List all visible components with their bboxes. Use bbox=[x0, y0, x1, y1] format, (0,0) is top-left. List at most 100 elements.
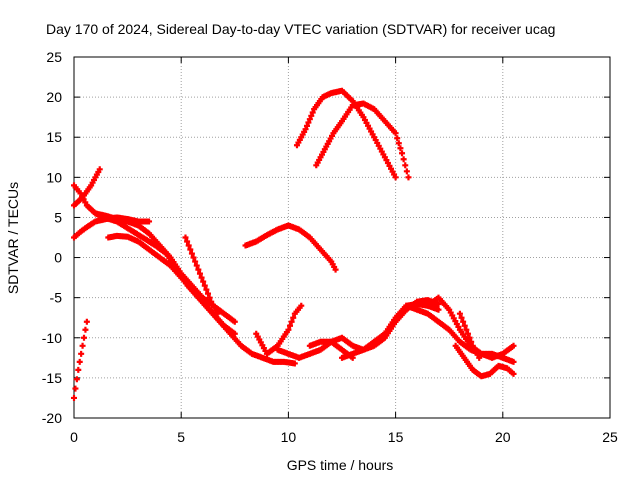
data-point bbox=[466, 334, 473, 341]
data-point bbox=[309, 109, 316, 116]
x-tick-label: 5 bbox=[177, 429, 185, 445]
series-arc14 bbox=[339, 297, 442, 361]
data-point bbox=[302, 126, 309, 133]
data-point bbox=[458, 314, 465, 321]
data-point bbox=[399, 150, 406, 157]
data-point bbox=[81, 334, 88, 341]
data-point bbox=[476, 354, 483, 361]
y-tick-label: 0 bbox=[54, 250, 62, 266]
x-tick-label: 20 bbox=[495, 429, 511, 445]
data-point bbox=[290, 314, 297, 321]
data-point bbox=[460, 318, 467, 325]
data-point bbox=[184, 238, 191, 245]
data-point bbox=[395, 140, 402, 147]
data-point bbox=[435, 306, 442, 313]
data-point bbox=[288, 318, 295, 325]
data-point bbox=[203, 286, 210, 293]
data-point bbox=[461, 322, 468, 329]
data-point bbox=[291, 360, 298, 367]
data-point bbox=[78, 350, 85, 357]
data-point bbox=[403, 168, 410, 175]
data-point bbox=[192, 258, 199, 265]
series-arc7 bbox=[182, 234, 221, 317]
chart-title: Day 170 of 2024, Sidereal Day-to-day VTE… bbox=[46, 21, 555, 37]
data-point bbox=[468, 338, 475, 345]
data-point bbox=[231, 330, 238, 337]
data-point bbox=[190, 254, 197, 261]
data-point bbox=[214, 310, 221, 317]
data-points bbox=[71, 87, 517, 401]
data-point bbox=[187, 246, 194, 253]
data-point bbox=[146, 218, 153, 225]
y-tick-label: -10 bbox=[42, 330, 62, 346]
y-tick-label: 20 bbox=[46, 89, 62, 105]
data-point bbox=[75, 366, 82, 373]
series-arc17 bbox=[452, 342, 517, 380]
data-point bbox=[206, 294, 213, 301]
data-point bbox=[196, 270, 203, 277]
axis-ticks bbox=[73, 56, 611, 419]
data-point bbox=[188, 250, 195, 257]
data-point bbox=[510, 370, 517, 377]
series-arc8 bbox=[242, 222, 339, 273]
data-point bbox=[298, 302, 305, 309]
series-arc5 bbox=[105, 232, 238, 337]
data-point bbox=[96, 166, 103, 173]
data-point bbox=[456, 310, 463, 317]
series-arc4 bbox=[71, 166, 103, 209]
data-point bbox=[231, 318, 238, 325]
series-arc12 bbox=[313, 100, 412, 181]
data-point bbox=[306, 116, 313, 123]
data-point bbox=[397, 145, 404, 152]
y-tick-label: 10 bbox=[46, 169, 62, 185]
data-point bbox=[285, 326, 292, 333]
data-point bbox=[405, 174, 412, 181]
data-point bbox=[394, 135, 401, 142]
data-point bbox=[308, 112, 315, 119]
data-point bbox=[402, 162, 409, 169]
x-tick-label: 15 bbox=[388, 429, 404, 445]
data-point bbox=[464, 330, 471, 337]
data-point bbox=[303, 122, 310, 129]
data-point bbox=[182, 234, 189, 241]
y-axis-label: SDTVAR / TECUs bbox=[5, 182, 21, 294]
data-point bbox=[305, 119, 312, 126]
series-arc18 bbox=[456, 310, 483, 361]
data-point bbox=[205, 290, 211, 297]
data-point bbox=[510, 358, 517, 365]
data-point bbox=[72, 385, 79, 392]
x-tick-label: 0 bbox=[70, 429, 78, 445]
data-point bbox=[201, 282, 208, 289]
data-point bbox=[71, 394, 77, 401]
y-tick-label: 25 bbox=[46, 49, 62, 65]
data-point bbox=[392, 130, 399, 137]
data-point bbox=[510, 342, 517, 349]
y-tick-label: -20 bbox=[42, 410, 62, 426]
data-point bbox=[392, 174, 399, 181]
data-point bbox=[82, 326, 89, 333]
data-point bbox=[400, 156, 407, 163]
data-point bbox=[332, 266, 339, 273]
tick-labels: 0 5 10 15 20 25 -20 -15 -10 -5 0 5 10 15 20 25 bbox=[42, 49, 618, 445]
data-point bbox=[76, 358, 83, 365]
x-axis-label: GPS time / hours bbox=[287, 457, 394, 473]
data-point bbox=[287, 322, 294, 329]
x-tick-label: 25 bbox=[602, 429, 618, 445]
series-arc10 bbox=[274, 338, 356, 361]
data-point bbox=[79, 342, 86, 349]
x-tick-label: 10 bbox=[281, 429, 297, 445]
series-arc11 bbox=[293, 87, 399, 181]
data-point bbox=[195, 266, 202, 273]
y-tick-label: 5 bbox=[54, 209, 62, 225]
data-point bbox=[198, 274, 205, 281]
series-arc1 bbox=[71, 318, 90, 401]
data-point bbox=[83, 318, 90, 325]
y-tick-label: -15 bbox=[42, 370, 62, 386]
data-point bbox=[185, 242, 192, 249]
y-tick-label: -5 bbox=[50, 290, 63, 306]
y-tick-label: 15 bbox=[46, 129, 62, 145]
data-point bbox=[200, 278, 207, 285]
data-point bbox=[193, 262, 200, 269]
data-point bbox=[463, 326, 470, 333]
